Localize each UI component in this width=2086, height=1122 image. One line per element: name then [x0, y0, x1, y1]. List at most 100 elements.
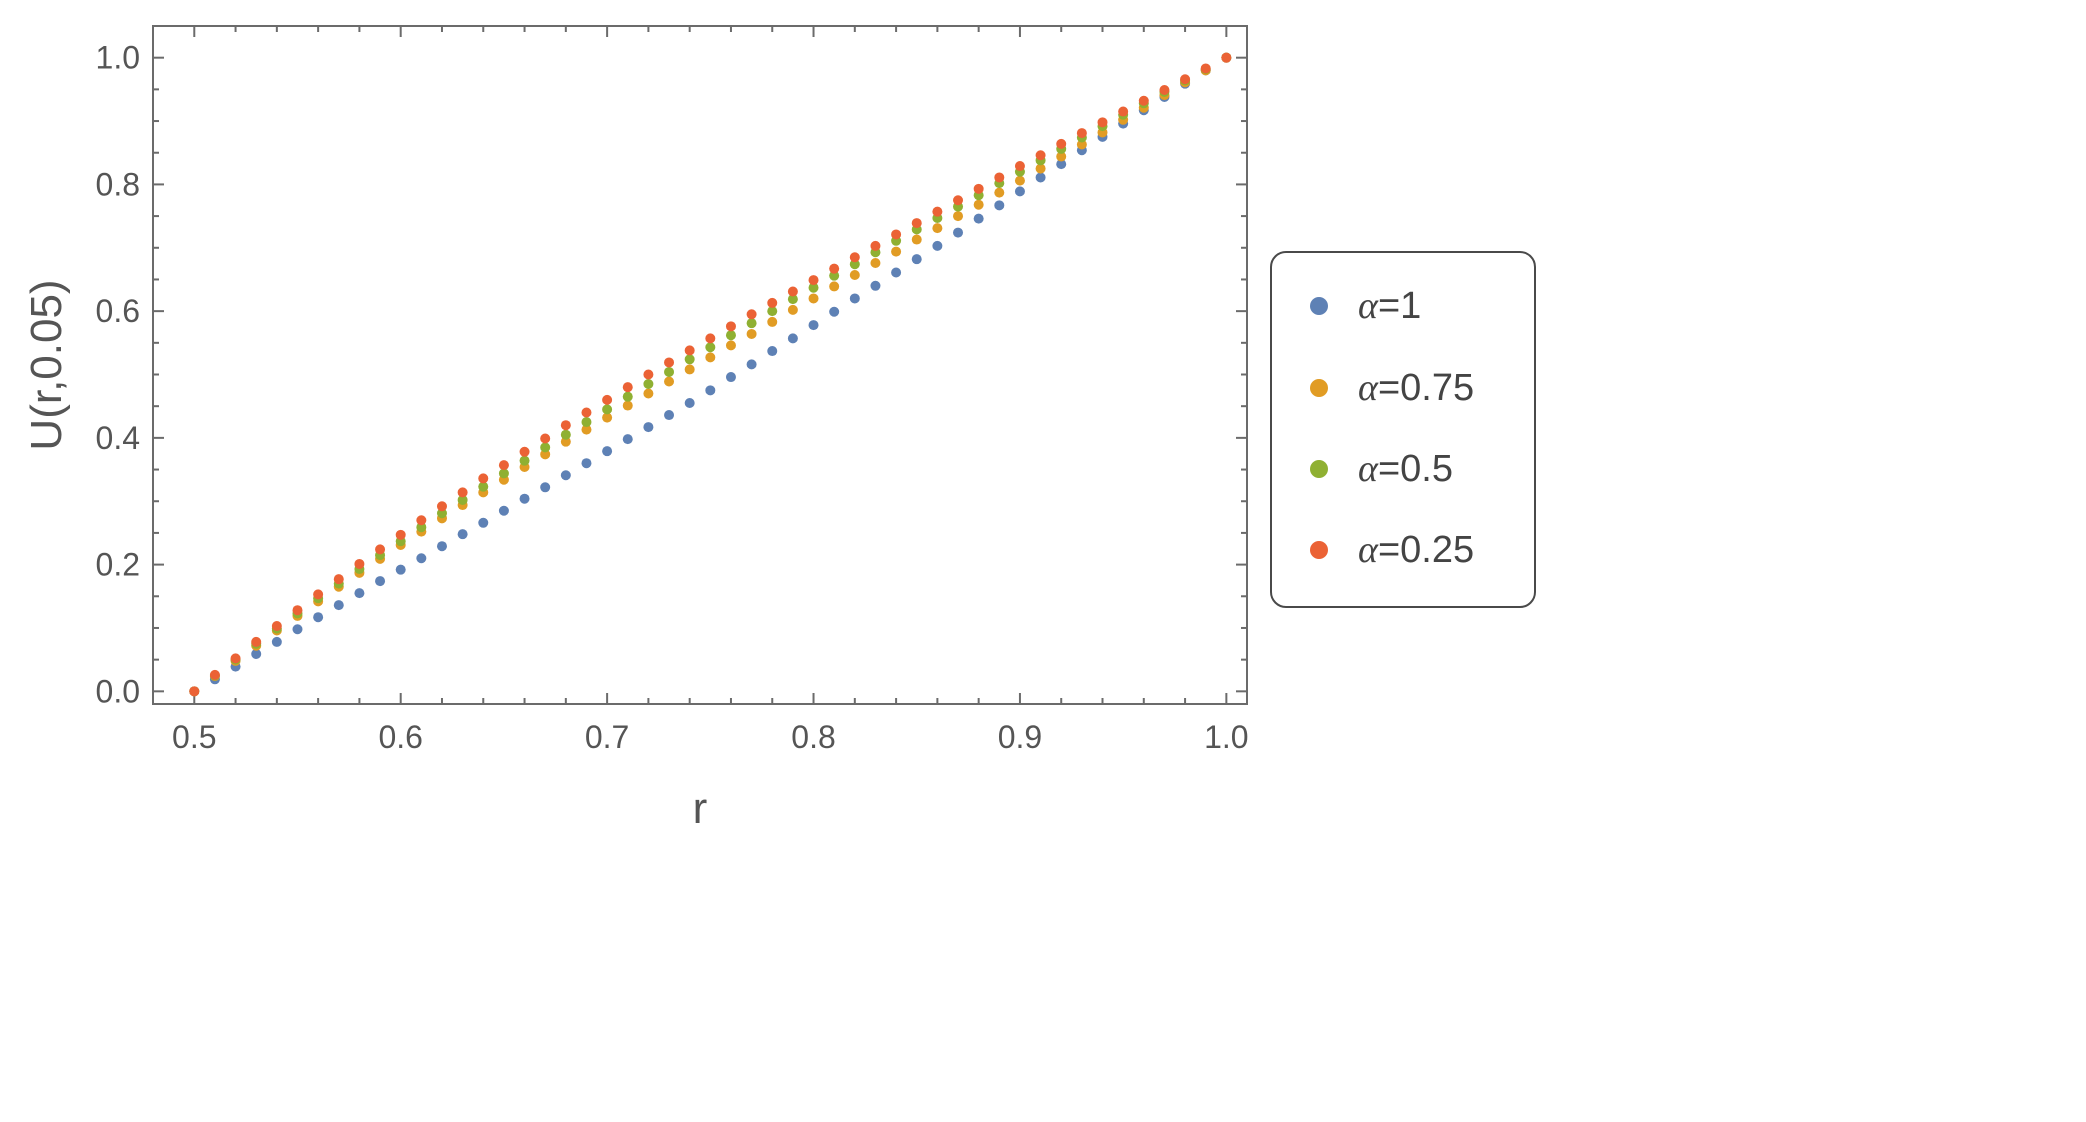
data-point — [313, 589, 324, 600]
data-point — [994, 172, 1005, 183]
data-point — [684, 398, 695, 409]
data-point — [808, 320, 819, 331]
data-point — [519, 446, 530, 457]
data-point — [891, 246, 902, 257]
data-point — [787, 286, 798, 297]
data-point — [354, 558, 365, 569]
legend-symbol: α — [1358, 529, 1378, 571]
data-point — [767, 346, 778, 357]
data-point — [602, 404, 613, 415]
data-point — [622, 434, 633, 445]
plot-frame — [152, 25, 1248, 705]
data-point — [932, 223, 943, 234]
data-point — [1014, 186, 1025, 197]
data-point — [953, 227, 964, 238]
data-point — [560, 429, 571, 440]
y-tick-label: 1.0 — [96, 40, 140, 76]
data-point — [540, 433, 551, 444]
y-tick-label: 0.4 — [96, 420, 140, 456]
data-point — [622, 391, 633, 402]
data-point — [395, 529, 406, 540]
data-point — [643, 422, 654, 433]
data-point — [271, 621, 282, 632]
legend-item: α=1 — [1310, 284, 1421, 328]
data-point — [581, 424, 592, 435]
x-tick-label: 0.7 — [585, 719, 629, 755]
data-point — [375, 544, 386, 555]
data-point — [664, 357, 675, 368]
data-point — [849, 293, 860, 304]
y-tick-label: 0.0 — [96, 673, 140, 709]
data-point — [787, 304, 798, 315]
data-point — [994, 187, 1005, 198]
data-point — [1035, 163, 1046, 174]
data-point — [375, 576, 386, 587]
data-point — [664, 376, 675, 387]
data-point — [725, 330, 736, 341]
data-point — [230, 653, 241, 664]
data-point — [251, 648, 262, 659]
data-point — [849, 259, 860, 270]
data-point — [684, 364, 695, 375]
data-point — [622, 400, 633, 411]
data-point — [911, 234, 922, 245]
data-point — [849, 270, 860, 281]
data-point — [891, 267, 902, 278]
data-point — [787, 294, 798, 305]
data-point — [643, 369, 654, 380]
data-point — [870, 257, 881, 268]
data-point — [973, 199, 984, 210]
legend-label: α=1 — [1358, 284, 1421, 328]
data-point — [333, 574, 344, 585]
data-point — [932, 206, 943, 217]
data-point — [725, 340, 736, 351]
data-point — [292, 624, 303, 635]
legend-item: α=0.75 — [1310, 367, 1475, 409]
data-point — [705, 352, 716, 363]
y-axis-label: U(r,0.05) — [22, 279, 71, 450]
data-point — [1097, 117, 1108, 128]
data-point — [457, 494, 468, 505]
data-point — [457, 529, 468, 540]
x-axis-label: r — [693, 784, 708, 833]
data-point — [767, 306, 778, 317]
data-point — [457, 487, 468, 498]
data-point — [1014, 161, 1025, 172]
data-point — [973, 213, 984, 224]
x-tick-label: 0.9 — [998, 719, 1042, 755]
data-point — [746, 309, 757, 320]
data-point — [953, 195, 964, 206]
legend-label: α=0.25 — [1358, 528, 1474, 572]
x-tick-label: 0.6 — [378, 719, 422, 755]
data-point — [746, 359, 757, 370]
data-point — [870, 240, 881, 251]
data-point — [932, 240, 943, 251]
x-tick-label: 0.8 — [791, 719, 835, 755]
legend-value: =1 — [1377, 285, 1422, 327]
data-point — [498, 460, 509, 471]
legend-marker — [1310, 297, 1328, 315]
axis-tick-labels: 0.5 0.6 0.7 0.8 0.9 1.0 0.0 0.2 0.4 0.6 0.8 1.0 — [96, 40, 1249, 755]
data-point — [705, 342, 716, 353]
data-point — [478, 517, 489, 528]
data-point — [436, 541, 447, 552]
data-point — [540, 442, 551, 453]
data-point — [416, 522, 427, 533]
data-point — [746, 318, 757, 329]
data-point — [829, 306, 840, 317]
data-point — [1118, 106, 1129, 117]
legend-value: =0.75 — [1377, 367, 1475, 409]
series-1 — [189, 52, 1232, 697]
data-point — [540, 449, 551, 460]
data-point — [498, 468, 509, 479]
data-point — [581, 458, 592, 469]
data-point — [416, 515, 427, 526]
data-point — [189, 686, 200, 697]
x-tick-label: 0.5 — [172, 719, 216, 755]
data-point — [1014, 175, 1025, 186]
data-point — [953, 211, 964, 222]
data-point — [643, 379, 654, 390]
data-points — [189, 52, 1232, 697]
series-0 — [189, 52, 1232, 697]
data-point — [1076, 139, 1087, 150]
